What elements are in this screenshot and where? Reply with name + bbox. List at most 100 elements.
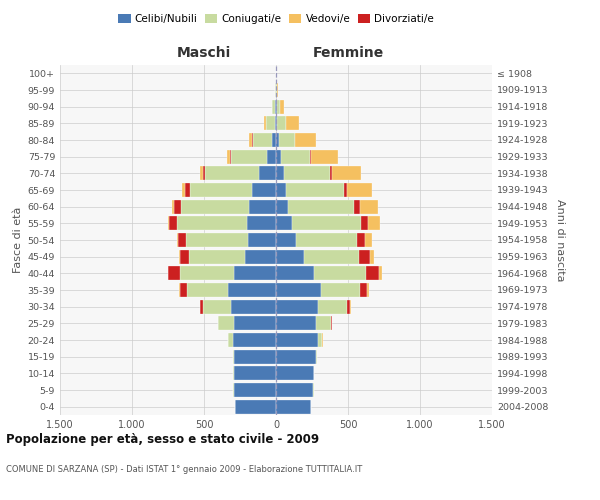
Bar: [361, 216, 368, 230]
Bar: [356, 233, 365, 247]
Bar: [229, 333, 233, 347]
Bar: [276, 250, 304, 264]
Text: COMUNE DI SARZANA (SP) - Dati ISTAT 1° gennaio 2009 - Elaborazione TUTTITALIA.IT: COMUNE DI SARZANA (SP) - Dati ISTAT 1° g…: [6, 466, 362, 474]
Bar: [276, 216, 292, 230]
Bar: [316, 316, 331, 330]
Bar: [169, 216, 176, 230]
Y-axis label: Anni di nascita: Anni di nascita: [555, 198, 565, 281]
Bar: [276, 266, 314, 280]
Bar: [314, 266, 366, 280]
Bar: [288, 200, 355, 214]
Y-axis label: Fasce di età: Fasce di età: [13, 207, 23, 273]
Bar: [251, 183, 276, 197]
Bar: [350, 300, 351, 314]
Bar: [232, 150, 268, 164]
Bar: [247, 216, 276, 230]
Bar: [276, 283, 320, 297]
Bar: [276, 200, 288, 214]
Bar: [234, 316, 276, 330]
Bar: [276, 233, 296, 247]
Bar: [330, 166, 332, 180]
Bar: [292, 216, 361, 230]
Bar: [332, 166, 361, 180]
Bar: [233, 383, 276, 397]
Bar: [367, 283, 369, 297]
Bar: [296, 233, 356, 247]
Bar: [205, 166, 259, 180]
Bar: [272, 100, 275, 114]
Text: Femmine: Femmine: [313, 46, 383, 60]
Bar: [185, 183, 190, 197]
Bar: [276, 133, 279, 147]
Bar: [276, 100, 277, 114]
Bar: [179, 266, 234, 280]
Bar: [368, 216, 380, 230]
Bar: [310, 150, 311, 164]
Bar: [203, 166, 205, 180]
Bar: [253, 133, 272, 147]
Bar: [233, 350, 276, 364]
Bar: [286, 183, 344, 197]
Bar: [281, 150, 310, 164]
Bar: [276, 333, 318, 347]
Bar: [178, 233, 186, 247]
Bar: [276, 183, 286, 197]
Bar: [360, 200, 377, 214]
Bar: [245, 250, 276, 264]
Bar: [275, 100, 276, 114]
Bar: [277, 116, 286, 130]
Bar: [370, 250, 374, 264]
Bar: [177, 233, 178, 247]
Bar: [179, 283, 187, 297]
Bar: [359, 250, 370, 264]
Bar: [233, 366, 276, 380]
Text: Maschi: Maschi: [177, 46, 231, 60]
Bar: [275, 116, 276, 130]
Bar: [276, 166, 284, 180]
Bar: [252, 133, 253, 147]
Bar: [200, 300, 203, 314]
Bar: [379, 266, 382, 280]
Bar: [187, 283, 229, 297]
Bar: [318, 300, 347, 314]
Bar: [190, 183, 251, 197]
Bar: [248, 200, 276, 214]
Bar: [230, 150, 232, 164]
Bar: [266, 116, 275, 130]
Bar: [227, 150, 230, 164]
Bar: [233, 333, 276, 347]
Bar: [186, 233, 248, 247]
Legend: Celibi/Nubili, Coniugati/e, Vedovi/e, Divorziati/e: Celibi/Nubili, Coniugati/e, Vedovi/e, Di…: [114, 10, 438, 29]
Bar: [276, 350, 316, 364]
Bar: [248, 233, 276, 247]
Bar: [218, 316, 234, 330]
Bar: [318, 333, 322, 347]
Bar: [280, 100, 284, 114]
Bar: [276, 400, 311, 414]
Bar: [168, 216, 169, 230]
Bar: [259, 166, 276, 180]
Bar: [276, 83, 277, 97]
Bar: [284, 166, 330, 180]
Bar: [276, 150, 281, 164]
Bar: [366, 266, 379, 280]
Bar: [172, 200, 175, 214]
Bar: [276, 300, 318, 314]
Bar: [182, 183, 185, 197]
Bar: [347, 300, 350, 314]
Text: Popolazione per età, sesso e stato civile - 2009: Popolazione per età, sesso e stato civil…: [6, 432, 319, 446]
Bar: [200, 166, 203, 180]
Bar: [189, 250, 245, 264]
Bar: [277, 100, 280, 114]
Bar: [316, 350, 317, 364]
Bar: [232, 300, 276, 314]
Bar: [235, 400, 276, 414]
Bar: [279, 133, 295, 147]
Bar: [234, 266, 276, 280]
Bar: [286, 116, 299, 130]
Bar: [276, 116, 277, 130]
Bar: [311, 150, 338, 164]
Bar: [181, 200, 248, 214]
Bar: [304, 250, 359, 264]
Bar: [365, 233, 373, 247]
